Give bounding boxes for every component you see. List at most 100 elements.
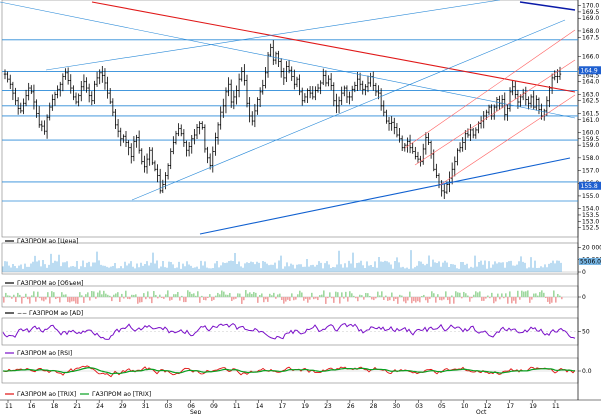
- delta-bar: [501, 293, 503, 297]
- delta-bar: [215, 295, 217, 297]
- delta-bar: [229, 293, 231, 297]
- trix-line-green: [2, 367, 576, 375]
- delta-bar: [117, 292, 119, 297]
- delta-bar: [197, 291, 199, 297]
- delta-bar: [225, 294, 227, 297]
- delta-bar: [543, 292, 545, 297]
- delta-bar: [261, 293, 263, 297]
- x-tick-label: 29: [119, 403, 127, 410]
- delta-bar: [381, 291, 383, 297]
- volume-last-label: 5506.0: [580, 259, 601, 266]
- x-tick-label: 11: [552, 403, 560, 410]
- delta-bar: [467, 295, 469, 297]
- delta-bar: [561, 297, 563, 300]
- delta-bar: [421, 295, 423, 297]
- price-marker: [579, 181, 601, 190]
- x-tick-label: 11: [233, 403, 241, 410]
- delta-bar: [449, 297, 451, 304]
- delta-bar: [107, 294, 109, 297]
- y-tick-label: 168.0: [582, 28, 599, 35]
- delta-bar: [255, 292, 257, 297]
- channel-line: [414, 59, 576, 166]
- x-tick-label: 17: [506, 403, 514, 410]
- y-tick-label: 153.5: [582, 212, 599, 219]
- price-marker: [579, 66, 601, 75]
- delta-bar: [513, 297, 515, 301]
- delta-bar: [491, 292, 493, 297]
- y-tick-label: 162.5: [582, 98, 599, 105]
- delta-bar: [503, 297, 505, 299]
- delta-bar: [485, 297, 487, 299]
- delta-bar: [343, 297, 345, 299]
- delta-bar: [201, 295, 203, 297]
- delta-bar: [157, 297, 159, 299]
- delta-bar: [145, 297, 147, 300]
- y-tick-label: 170.0: [582, 3, 599, 10]
- delta-bar: [91, 291, 93, 297]
- delta-bar: [447, 297, 449, 301]
- delta-bar: [375, 297, 377, 299]
- y-tick-label: 157.0: [582, 168, 599, 175]
- ao-line: [2, 322, 576, 340]
- delta-bar: [83, 297, 85, 303]
- delta-bar: [207, 297, 209, 299]
- delta-bar: [477, 292, 479, 297]
- delta-bar: [147, 291, 149, 297]
- y-tick-label: 158.0: [582, 155, 599, 162]
- delta-bar: [443, 297, 445, 300]
- y-tick-label: 154.0: [582, 206, 599, 213]
- delta-bar: [405, 297, 407, 304]
- delta-bar: [347, 297, 349, 302]
- delta-bar: [305, 297, 307, 299]
- x-month-label: Oct: [476, 409, 487, 414]
- delta-bar: [73, 297, 75, 302]
- delta-bar: [533, 293, 535, 297]
- delta-bar: [269, 293, 271, 297]
- delta-bar: [203, 297, 205, 300]
- delta-bar: [173, 294, 175, 297]
- delta-bar: [471, 297, 473, 299]
- delta-bar: [459, 292, 461, 297]
- delta-bar: [365, 292, 367, 297]
- delta-bar: [397, 297, 399, 304]
- y-tick-label: 161.0: [582, 117, 599, 124]
- delta-bar: [399, 294, 401, 297]
- delta-bar: [545, 297, 547, 299]
- delta-bar: [333, 297, 335, 303]
- delta-bar: [419, 297, 421, 303]
- delta-y-label: 0: [582, 294, 586, 301]
- delta-bar: [263, 297, 265, 303]
- x-tick-label: 03: [165, 403, 173, 410]
- delta-bar: [183, 297, 185, 303]
- delta-bar: [67, 297, 69, 302]
- x-tick-label: 09: [210, 403, 218, 410]
- delta-bar: [141, 297, 143, 303]
- delta-bar: [257, 297, 259, 303]
- delta-bar: [143, 293, 145, 297]
- delta-bar: [11, 297, 13, 299]
- delta-bar: [45, 297, 47, 300]
- delta-bar: [345, 291, 347, 297]
- y-tick-label: 163.0: [582, 91, 599, 98]
- x-tick-label: 06: [187, 403, 195, 410]
- delta-bar: [163, 297, 165, 299]
- price-marker-label: 155.8: [581, 183, 598, 190]
- delta-bar: [429, 297, 431, 299]
- x-tick-label: 10: [461, 403, 469, 410]
- x-tick-label: 17: [279, 403, 287, 410]
- delta-bar: [285, 297, 287, 302]
- trend-line-navy: [519, 1, 576, 11]
- x-tick-label: 05: [438, 403, 446, 410]
- delta-bar: [167, 290, 169, 297]
- trend-line-blue: [199, 157, 571, 235]
- delta-bar: [181, 295, 183, 297]
- delta-bar: [185, 297, 187, 303]
- delta-bar: [509, 291, 511, 297]
- delta-bar: [75, 297, 77, 304]
- delta-bar: [9, 295, 11, 297]
- delta-bar: [5, 292, 7, 297]
- delta-bar: [77, 297, 79, 304]
- delta-bar: [217, 292, 219, 297]
- delta-bar: [283, 297, 285, 304]
- y-tick-label: 160.0: [582, 129, 599, 136]
